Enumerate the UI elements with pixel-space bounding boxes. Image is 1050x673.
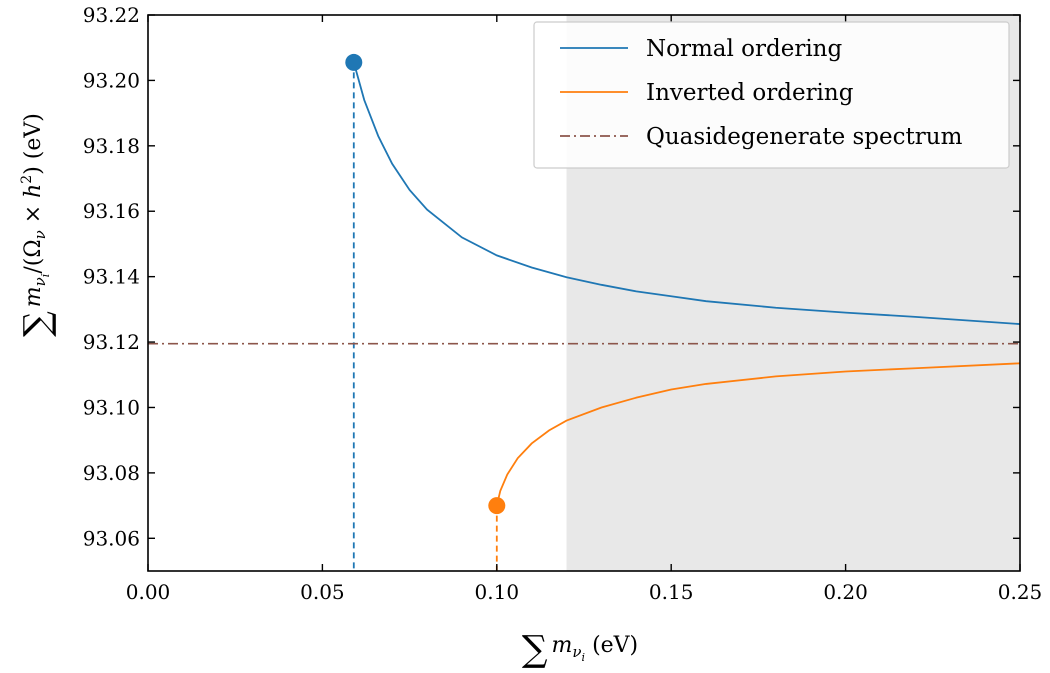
x-axis-label: ∑ mνi (eV) [522, 629, 638, 670]
legend-label-0: Normal ordering [646, 36, 842, 62]
y-tick-label: 93.20 [83, 68, 140, 92]
marker-layer [345, 53, 506, 515]
plot-frame [147, 14, 1021, 572]
x-tick-label: 0.00 [126, 580, 171, 604]
legend-label-2: Quasidegenerate spectrum [646, 124, 963, 150]
x-tick-label: 0.20 [823, 580, 868, 604]
y-tick-label: 93.12 [83, 330, 140, 354]
x-tick-label: 0.05 [300, 580, 345, 604]
y-tick-label: 93.18 [83, 134, 140, 158]
series-start-marker-0 [345, 53, 363, 71]
legend-box [533, 21, 1010, 169]
legend: Normal ordering Inverted ordering Quasideg… [533, 21, 1010, 169]
series-line-0 [352, 62, 1020, 325]
y-tick-label: 93.14 [83, 265, 140, 289]
x-tick-label: 0.10 [475, 580, 520, 604]
y-tick-label: 93.22 [83, 3, 140, 27]
x-tick-label: 0.25 [998, 580, 1043, 604]
y-tick-label: 93.10 [83, 395, 140, 419]
series-line-1 [495, 362, 1020, 506]
svg-text:∑mνi/(Ων × h2) (eV): ∑mνi/(Ων × h2) (eV) [17, 113, 58, 337]
y-tick-label: 93.06 [83, 526, 140, 550]
svg-text:∑mνi (eV): ∑ mνi (eV) [522, 629, 638, 670]
legend-label-1: Inverted ordering [646, 80, 854, 106]
y-axis-label: ∑mνi/(Ων × h2) (eV) [17, 113, 58, 337]
ticks-layer: 0.00 0.05 0.10 0.15 0.20 0.25 93.06 93.08 93.10 9… [83, 3, 1043, 604]
series-start-marker-1 [488, 497, 506, 515]
x-tick-label: 0.15 [649, 580, 694, 604]
y-tick-label: 93.08 [83, 461, 140, 485]
y-tick-label: 93.16 [83, 199, 140, 223]
series-layer [148, 62, 1020, 571]
